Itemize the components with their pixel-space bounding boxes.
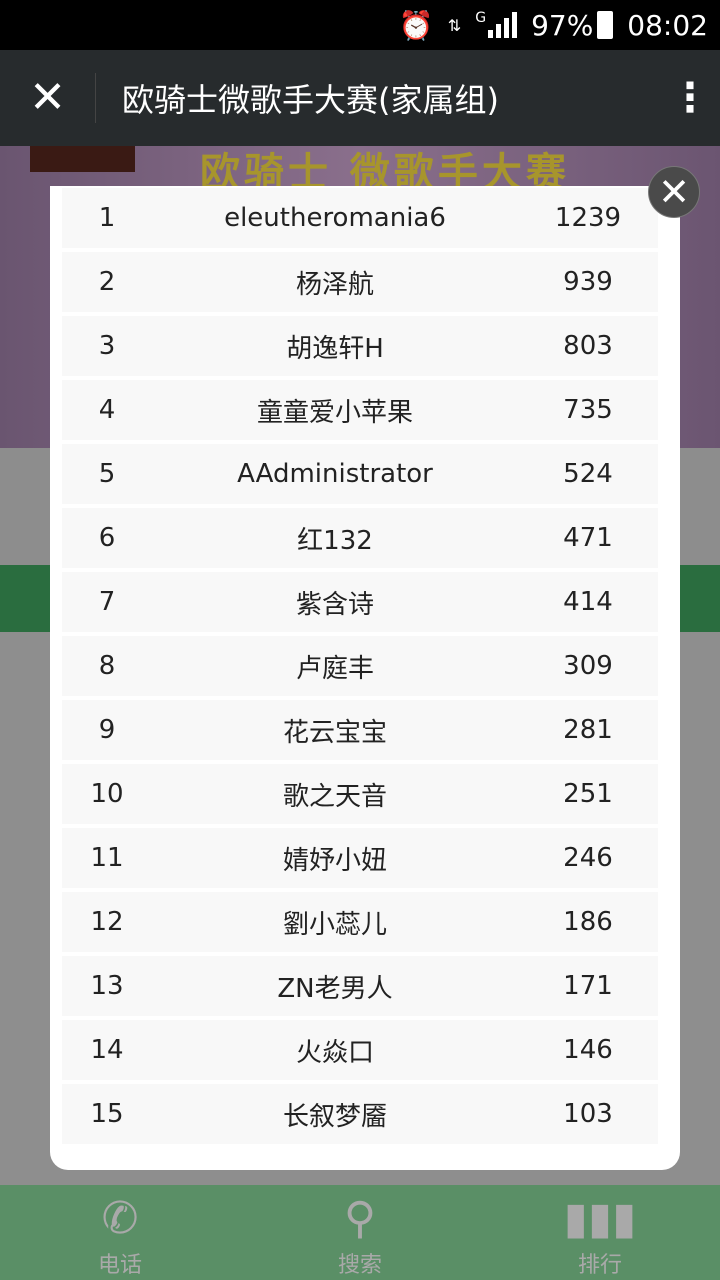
ranking-score: 414 bbox=[563, 587, 613, 617]
ranking-name: 歌之天音 bbox=[282, 781, 387, 812]
alarm-icon: ⏰ bbox=[398, 8, 434, 42]
ranking-name: 花云宝宝 bbox=[282, 717, 387, 748]
ranking-name: AAdministrator bbox=[237, 459, 433, 489]
ranking-row: 9 花云宝宝 281 bbox=[62, 700, 658, 760]
ranking-score: 103 bbox=[563, 1099, 613, 1129]
ranking-name: 童童爱小苹果 bbox=[256, 397, 413, 428]
ranking-rank: 6 bbox=[98, 523, 116, 553]
ranking-score: 803 bbox=[563, 331, 613, 361]
nav-phone[interactable]: ✆ 电话 bbox=[0, 1185, 240, 1280]
nav-label: 排行 bbox=[577, 1253, 622, 1278]
more-options-icon[interactable]: ⋮ bbox=[670, 75, 710, 121]
ranking-row: 1 eleutheromania6 1239 bbox=[62, 188, 658, 248]
nav-label: 搜索 bbox=[337, 1253, 382, 1278]
ranking-rank: 12 bbox=[90, 907, 124, 937]
close-dialog-button[interactable]: ✕ bbox=[648, 166, 700, 218]
ranking-dialog: 1 eleutheromania6 1239 2 杨泽航 939 3 胡逸轩H 803 4 童童爱小… bbox=[50, 186, 680, 1170]
ranking-score: 471 bbox=[563, 523, 613, 553]
ranking-rank: 7 bbox=[98, 587, 116, 617]
ranking-row: 3 胡逸轩H 803 bbox=[62, 316, 658, 376]
ranking-row: 12 劉小蕊儿 186 bbox=[62, 892, 658, 952]
ranking-score: 251 bbox=[563, 779, 613, 809]
ranking-name: 火焱口 bbox=[295, 1037, 374, 1068]
ranking-row: 13 ZN老男人 171 bbox=[62, 956, 658, 1016]
ranking-rank: 15 bbox=[90, 1099, 124, 1129]
network-type: G bbox=[475, 10, 487, 26]
ranking-rank: 8 bbox=[98, 651, 116, 681]
ranking-name: 紫含诗 bbox=[295, 589, 374, 620]
ranking-score: 524 bbox=[563, 459, 613, 489]
ranking-row: 14 火焱口 146 bbox=[62, 1020, 658, 1080]
clock: 08:02 bbox=[627, 8, 708, 42]
battery-level: 97% bbox=[531, 8, 594, 42]
ranking-score: 281 bbox=[563, 715, 613, 745]
nav-search[interactable]: ⚲ 搜索 bbox=[240, 1185, 480, 1280]
ranking-rank: 9 bbox=[98, 715, 116, 745]
ranking-name: ZN老男人 bbox=[277, 973, 393, 1004]
ranking-rank: 2 bbox=[98, 267, 116, 297]
ranking-rank: 4 bbox=[98, 395, 116, 425]
ranking-rank: 14 bbox=[90, 1035, 124, 1065]
ranking-score: 939 bbox=[563, 267, 613, 297]
ranking-score: 186 bbox=[563, 907, 613, 937]
bar-chart-icon: ▮▮▮ bbox=[563, 1193, 637, 1244]
page-title: 欧骑士微歌手大赛(家属组) bbox=[122, 81, 499, 119]
ranking-row: 8 卢庭丰 309 bbox=[62, 636, 658, 696]
ranking-row: 6 红132 471 bbox=[62, 508, 658, 568]
ranking-rank: 13 bbox=[90, 971, 124, 1001]
status-bar: ⏰ ⇅ G 97% 08:02 bbox=[0, 0, 720, 50]
ranking-rank: 11 bbox=[90, 843, 124, 873]
ranking-score: 1239 bbox=[554, 203, 622, 233]
close-page-button[interactable]: ✕ bbox=[0, 73, 96, 123]
ranking-name: 劉小蕊儿 bbox=[282, 909, 387, 940]
ranking-name: 婧妤小妞 bbox=[282, 845, 387, 876]
ranking-rank: 3 bbox=[98, 331, 116, 361]
ranking-row: 10 歌之天音 251 bbox=[62, 764, 658, 824]
ranking-name: 卢庭丰 bbox=[295, 653, 374, 684]
ranking-name: eleutheromania6 bbox=[224, 203, 446, 233]
ranking-row: 11 婧妤小妞 246 bbox=[62, 828, 658, 888]
ranking-rank: 1 bbox=[98, 203, 116, 233]
signal-icon bbox=[488, 12, 518, 38]
ranking-row: 5 AAdministrator 524 bbox=[62, 444, 658, 504]
bottom-nav: ✆ 电话 ⚲ 搜索 ▮▮▮ 排行 bbox=[0, 1185, 720, 1280]
ranking-rank: 10 bbox=[90, 779, 124, 809]
nav-ranking[interactable]: ▮▮▮ 排行 bbox=[480, 1185, 720, 1280]
ranking-row: 2 杨泽航 939 bbox=[62, 252, 658, 312]
ranking-rank: 5 bbox=[98, 459, 116, 489]
battery-icon bbox=[597, 11, 614, 39]
ranking-score: 735 bbox=[563, 395, 613, 425]
ranking-score: 171 bbox=[563, 971, 613, 1001]
search-icon: ⚲ bbox=[343, 1193, 377, 1244]
ranking-score: 146 bbox=[563, 1035, 613, 1065]
ranking-row: 4 童童爱小苹果 735 bbox=[62, 380, 658, 440]
nav-label: 电话 bbox=[97, 1253, 142, 1278]
ranking-name: 红132 bbox=[297, 525, 373, 556]
ranking-score: 309 bbox=[563, 651, 613, 681]
app-bar: ✕ 欧骑士微歌手大赛(家属组) ⋮ bbox=[0, 50, 720, 146]
data-icon: ⇅ bbox=[447, 15, 462, 35]
ranking-score: 246 bbox=[563, 843, 613, 873]
ranking-row: 15 长叙梦靥 103 bbox=[62, 1084, 658, 1144]
brand-logo bbox=[30, 146, 135, 172]
ranking-row: 7 紫含诗 414 bbox=[62, 572, 658, 632]
ranking-name: 杨泽航 bbox=[295, 269, 374, 300]
phone-icon: ✆ bbox=[101, 1193, 139, 1244]
ranking-name: 长叙梦靥 bbox=[282, 1101, 387, 1132]
ranking-name: 胡逸轩H bbox=[286, 333, 384, 364]
